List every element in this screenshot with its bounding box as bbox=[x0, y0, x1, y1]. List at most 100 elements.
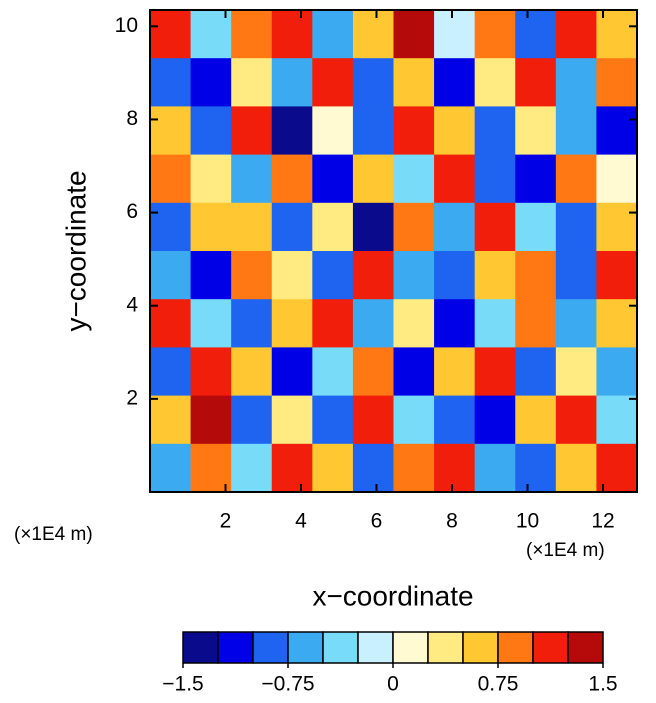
x-tick-label: 8 bbox=[446, 510, 458, 533]
colorbar-tick-label: 0.75 bbox=[478, 673, 519, 696]
heatmap-cell bbox=[434, 347, 476, 397]
heatmap-cell bbox=[474, 347, 516, 397]
colorbar-swatch bbox=[287, 631, 324, 664]
heatmap-cell bbox=[596, 202, 638, 252]
heatmap-cell bbox=[190, 347, 232, 397]
heatmap-cell bbox=[312, 395, 354, 445]
heatmap-cell bbox=[474, 251, 516, 300]
heatmap-cell bbox=[312, 299, 354, 348]
heatmap-cell bbox=[555, 395, 597, 445]
heatmap-cell bbox=[555, 347, 597, 397]
colorbar-swatch bbox=[392, 631, 429, 664]
heatmap-cell bbox=[352, 443, 394, 493]
heatmap-cell bbox=[190, 154, 232, 204]
heatmap-cell bbox=[555, 106, 597, 156]
heatmap-cell bbox=[190, 395, 232, 445]
colorbar-swatch bbox=[567, 631, 604, 664]
heatmap-cell bbox=[596, 10, 638, 59]
heatmap-cell bbox=[271, 347, 313, 397]
heatmap-cell bbox=[150, 251, 192, 300]
heatmap-cell bbox=[190, 251, 232, 300]
heatmap-cell bbox=[271, 251, 313, 300]
heatmap-cell bbox=[515, 443, 557, 493]
heatmap-cell bbox=[271, 106, 313, 156]
y-tick-label: 10 bbox=[115, 14, 138, 37]
heatmap-cell bbox=[515, 10, 557, 59]
heatmap-cell bbox=[312, 154, 354, 204]
heatmap-cell bbox=[393, 299, 435, 348]
heatmap-cell bbox=[312, 251, 354, 300]
heatmap-cell bbox=[474, 154, 516, 204]
heatmap-cell bbox=[434, 395, 476, 445]
heatmap-cell bbox=[393, 251, 435, 300]
heatmap-cell bbox=[515, 58, 557, 107]
heatmap-cell bbox=[596, 299, 638, 348]
heatmap-cell bbox=[434, 443, 476, 493]
heatmap-cell bbox=[555, 299, 597, 348]
colorbar-tick-label: −0.75 bbox=[261, 673, 314, 696]
heatmap-cell bbox=[596, 347, 638, 397]
heatmap-cell bbox=[352, 106, 394, 156]
x-axis-label: x−coordinate bbox=[312, 580, 473, 611]
heatmap-cell bbox=[150, 10, 192, 59]
y-axis-label: y−coordinate bbox=[60, 170, 91, 331]
heatmap-cell bbox=[352, 395, 394, 445]
heatmap-cell bbox=[555, 251, 597, 300]
heatmap-cell bbox=[190, 299, 232, 348]
x-tick-label: 2 bbox=[220, 510, 232, 533]
heatmap-cell bbox=[474, 443, 516, 493]
heatmap-cell bbox=[312, 202, 354, 252]
heatmap bbox=[150, 10, 638, 493]
plot-frame bbox=[149, 9, 638, 493]
heatmap-cell bbox=[190, 10, 232, 59]
heatmap-cell bbox=[231, 58, 273, 107]
heatmap-cell bbox=[474, 10, 516, 59]
heatmap-cell bbox=[271, 58, 313, 107]
colorbar-tick-label: −1.5 bbox=[162, 673, 203, 696]
heatmap-cell bbox=[312, 58, 354, 107]
heatmap-cell bbox=[555, 202, 597, 252]
heatmap-cell bbox=[150, 347, 192, 397]
x-tick-label: 6 bbox=[371, 510, 383, 533]
heatmap-cell bbox=[596, 395, 638, 445]
heatmap-cell bbox=[271, 10, 313, 59]
colorbar-swatch bbox=[357, 631, 394, 664]
x-tick-label: 4 bbox=[295, 510, 307, 533]
heatmap-cell bbox=[231, 347, 273, 397]
heatmap-cell bbox=[474, 202, 516, 252]
heatmap-cell bbox=[474, 395, 516, 445]
heatmap-cell bbox=[150, 106, 192, 156]
heatmap-cell bbox=[393, 202, 435, 252]
heatmap-cell bbox=[555, 443, 597, 493]
heatmap-cell bbox=[515, 106, 557, 156]
heatmap-cell bbox=[434, 202, 476, 252]
heatmap-cell bbox=[555, 58, 597, 107]
heatmap-cell bbox=[312, 106, 354, 156]
heatmap-cell bbox=[150, 154, 192, 204]
colorbar-swatch bbox=[427, 631, 464, 664]
heatmap-cell bbox=[231, 106, 273, 156]
heatmap-cell bbox=[474, 106, 516, 156]
heatmap-cell bbox=[352, 10, 394, 59]
x-tick-label: 12 bbox=[591, 510, 614, 533]
heatmap-cell bbox=[515, 347, 557, 397]
heatmap-cell bbox=[393, 106, 435, 156]
heatmap-cell bbox=[393, 395, 435, 445]
heatmap-cell bbox=[393, 154, 435, 204]
heatmap-cell bbox=[596, 106, 638, 156]
heatmap-cell bbox=[231, 251, 273, 300]
heatmap-cell bbox=[352, 202, 394, 252]
heatmap-cell bbox=[190, 202, 232, 252]
colorbar-swatch bbox=[182, 631, 219, 664]
y-unit: (×1E4 m) bbox=[14, 524, 93, 545]
heatmap-cell bbox=[434, 154, 476, 204]
heatmap-cell bbox=[393, 443, 435, 493]
heatmap-cell bbox=[352, 299, 394, 348]
heatmap-cell bbox=[515, 395, 557, 445]
heatmap-cell bbox=[555, 10, 597, 59]
heatmap-cell bbox=[352, 58, 394, 107]
colorbar-swatch bbox=[462, 631, 499, 664]
heatmap-cell bbox=[150, 395, 192, 445]
heatmap-cell bbox=[393, 58, 435, 107]
